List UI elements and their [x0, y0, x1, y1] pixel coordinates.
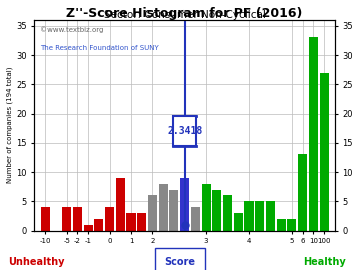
Text: ©www.textbiz.org: ©www.textbiz.org	[40, 26, 104, 33]
Bar	[62, 207, 71, 231]
Bar	[137, 213, 146, 231]
Bar	[41, 207, 50, 231]
Text: The Research Foundation of SUNY: The Research Foundation of SUNY	[40, 45, 159, 51]
Bar	[223, 195, 232, 231]
Bar	[266, 201, 275, 231]
Text: Healthy: Healthy	[303, 257, 345, 267]
Bar	[105, 207, 114, 231]
Bar	[84, 225, 93, 231]
Bar	[180, 178, 189, 231]
Text: Score: Score	[165, 257, 195, 267]
Bar	[94, 219, 103, 231]
Bar	[276, 219, 286, 231]
Text: Sector: Consumer Non-Cyclical: Sector: Consumer Non-Cyclical	[104, 9, 266, 19]
Text: Unhealthy: Unhealthy	[8, 257, 64, 267]
Bar	[255, 201, 264, 231]
Bar	[202, 184, 211, 231]
Bar	[191, 207, 200, 231]
Bar	[116, 178, 125, 231]
FancyBboxPatch shape	[173, 116, 197, 146]
Bar	[159, 184, 168, 231]
Bar	[287, 219, 296, 231]
Bar	[126, 213, 136, 231]
Bar	[298, 154, 307, 231]
Bar	[148, 195, 157, 231]
Title: Z''-Score Histogram for PF (2016): Z''-Score Histogram for PF (2016)	[67, 7, 303, 20]
Text: 2.3418: 2.3418	[167, 126, 202, 136]
Bar	[244, 201, 253, 231]
Y-axis label: Number of companies (194 total): Number of companies (194 total)	[7, 67, 13, 184]
Bar	[169, 190, 179, 231]
Bar	[212, 190, 221, 231]
Bar	[320, 73, 329, 231]
Bar	[234, 213, 243, 231]
Bar	[73, 207, 82, 231]
Bar	[309, 38, 318, 231]
